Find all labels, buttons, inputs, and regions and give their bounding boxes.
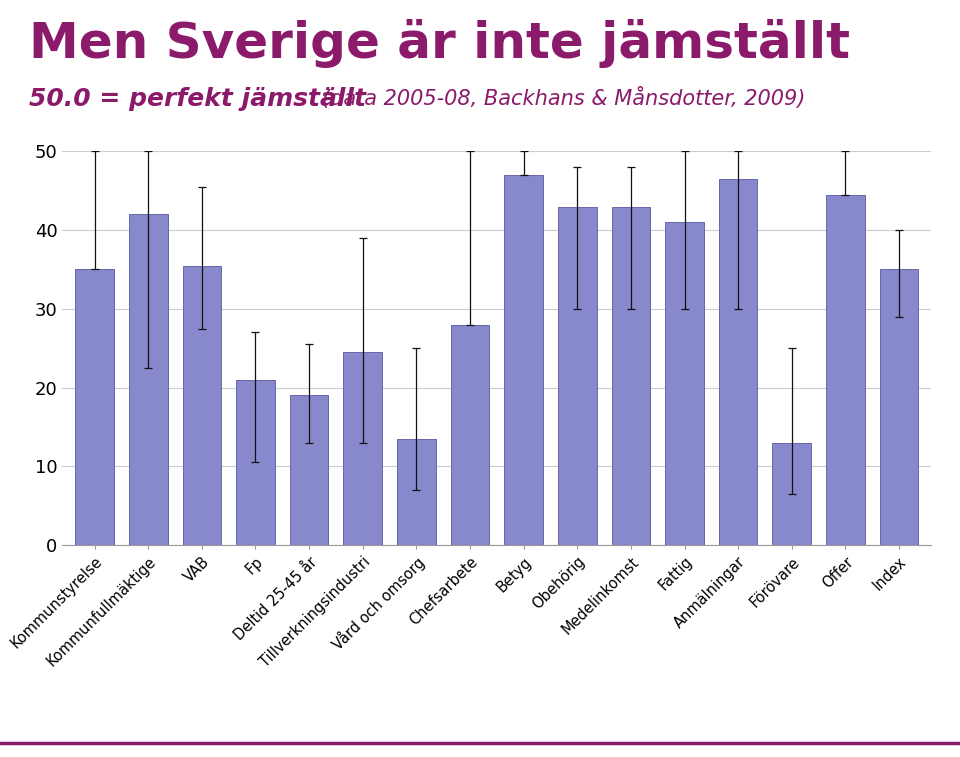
Bar [236, 380, 275, 545]
Bar [827, 195, 865, 545]
Bar [719, 179, 757, 545]
Bar [290, 395, 328, 545]
Bar [612, 207, 650, 545]
Bar [558, 207, 596, 545]
Bar [75, 269, 114, 545]
Bar [129, 214, 167, 545]
Bar [397, 439, 436, 545]
Bar [344, 352, 382, 545]
Bar [773, 443, 811, 545]
Text: Men Sverige är inte jämställt: Men Sverige är inte jämställt [29, 19, 850, 68]
Text: 50.0 = perfekt jämställt: 50.0 = perfekt jämställt [29, 87, 366, 111]
Bar [665, 223, 704, 545]
Text: (data 2005-08, Backhans & Månsdotter, 2009): (data 2005-08, Backhans & Månsdotter, 20… [322, 87, 805, 109]
Bar [879, 269, 919, 545]
Bar [504, 175, 543, 545]
Bar [450, 325, 490, 545]
Bar [182, 266, 221, 545]
